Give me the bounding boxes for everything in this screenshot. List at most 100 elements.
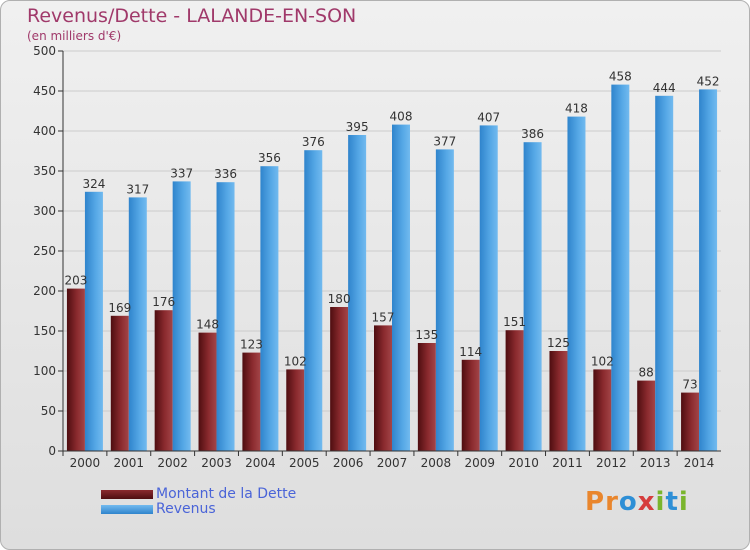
- x-tick-label-2004: 2004: [245, 456, 276, 470]
- data-label-revenus-2003: 336: [214, 167, 237, 181]
- data-label-revenus-2014: 452: [697, 74, 720, 88]
- bar-revenus-2012: [611, 84, 630, 451]
- bar-dette-2006: [330, 307, 349, 451]
- data-label-revenus-2006: 395: [346, 120, 369, 134]
- x-tick-label-2011: 2011: [552, 456, 583, 470]
- bar-dette-2001: [110, 315, 129, 451]
- bar-revenus-2008: [435, 149, 454, 451]
- legend-label-dette: Montant de la Dette: [156, 486, 297, 502]
- bar-dette-2014: [681, 392, 700, 451]
- data-label-dette-2012: 102: [591, 354, 614, 368]
- data-labels: 203 324 169 317 176 337 148 336 123 356 102 376 180 3…: [64, 70, 719, 392]
- bar-dette-2003: [198, 332, 217, 451]
- bar-dette-2005: [286, 369, 305, 451]
- y-tick-label-200: 200: [33, 284, 56, 298]
- legend-label-revenus: Revenus: [156, 501, 216, 517]
- data-label-dette-2002: 176: [152, 295, 175, 309]
- data-label-revenus-2004: 356: [258, 151, 281, 165]
- logo-letter-3: x: [637, 487, 656, 517]
- bar-revenus-2010: [523, 142, 542, 451]
- bar-dette-2000: [66, 288, 85, 451]
- bar-revenus-2014: [699, 89, 718, 452]
- bar-dette-2013: [637, 380, 656, 451]
- data-label-revenus-2005: 376: [302, 135, 325, 149]
- x-tick-label-2006: 2006: [333, 456, 364, 470]
- data-label-dette-2007: 157: [372, 310, 395, 324]
- data-label-revenus-2010: 386: [521, 127, 544, 141]
- data-label-dette-2001: 169: [108, 301, 131, 315]
- bar-revenus-2002: [172, 181, 191, 451]
- logo-letter-2: o: [618, 487, 638, 517]
- y-tick-label-50: 50: [41, 404, 56, 418]
- x-tick-label-2007: 2007: [377, 456, 408, 470]
- data-label-dette-2003: 148: [196, 318, 219, 332]
- y-tick-label-100: 100: [33, 364, 56, 378]
- data-label-dette-2004: 123: [240, 338, 263, 352]
- data-label-dette-2014: 73: [682, 378, 697, 392]
- y-tick-label-300: 300: [33, 204, 56, 218]
- x-tick-label-2000: 2000: [70, 456, 101, 470]
- logo-letter-4: i: [655, 487, 666, 517]
- x-tick-label-2008: 2008: [421, 456, 452, 470]
- y-tick-label-0: 0: [48, 444, 56, 458]
- x-tick-label-2010: 2010: [508, 456, 539, 470]
- y-axis-ticks: 0 50 100 150 200 250 300 350 400 450 500: [33, 44, 63, 458]
- bar-revenus-2005: [304, 150, 323, 451]
- x-tick-label-2014: 2014: [684, 456, 715, 470]
- y-tick-label-450: 450: [33, 84, 56, 98]
- bar-revenus-2013: [655, 95, 674, 452]
- y-tick-label-350: 350: [33, 164, 56, 178]
- bar-revenus-2003: [216, 182, 235, 451]
- y-tick-label-500: 500: [33, 44, 56, 58]
- y-tick-label-250: 250: [33, 244, 56, 258]
- x-axis-ticks: 2000 2001 2002 2003 2004 2005 2006 2007 2008 2009…: [62, 451, 715, 470]
- logo-letter-0: P: [585, 487, 606, 517]
- data-label-dette-2008: 135: [415, 328, 438, 342]
- data-label-revenus-2013: 444: [653, 81, 676, 95]
- data-label-revenus-2009: 407: [477, 110, 500, 124]
- data-label-dette-2005: 102: [284, 354, 307, 368]
- x-tick-label-2005: 2005: [289, 456, 320, 470]
- bar-dette-2009: [461, 359, 480, 451]
- x-tick-label-2009: 2009: [464, 456, 495, 470]
- x-tick-label-2013: 2013: [640, 456, 671, 470]
- bar-revenus-2004: [260, 166, 279, 451]
- data-label-revenus-2002: 337: [170, 166, 193, 180]
- logo-letter-1: r: [605, 487, 619, 517]
- bar-dette-2002: [154, 310, 173, 451]
- x-tick-label-2002: 2002: [157, 456, 188, 470]
- x-tick-label-2001: 2001: [114, 456, 145, 470]
- data-label-revenus-2001: 317: [126, 182, 149, 196]
- data-label-dette-2000: 203: [64, 274, 87, 288]
- data-label-revenus-2008: 377: [433, 134, 456, 148]
- bars: [66, 84, 718, 452]
- bar-dette-2008: [417, 343, 436, 451]
- bar-revenus-2007: [392, 124, 410, 451]
- bar-dette-2010: [505, 330, 524, 451]
- data-label-dette-2009: 114: [459, 345, 482, 359]
- data-label-dette-2006: 180: [328, 292, 351, 306]
- logo-letter-5: t: [665, 487, 679, 517]
- data-label-revenus-2011: 418: [565, 102, 588, 116]
- bar-revenus-2000: [84, 191, 103, 452]
- axes: [62, 51, 721, 452]
- x-tick-label-2012: 2012: [596, 456, 627, 470]
- legend-swatch-revenus: [101, 505, 153, 514]
- bar-dette-2012: [593, 369, 612, 451]
- y-tick-label-400: 400: [33, 124, 56, 138]
- logo-letter-6: i: [678, 487, 689, 517]
- chart-subtitle: (en milliers d'€): [27, 29, 122, 43]
- chart-title: Revenus/Dette - LALANDE-EN-SON: [27, 5, 357, 27]
- bar-revenus-2006: [348, 135, 367, 451]
- bar-dette-2007: [374, 325, 392, 451]
- bar-dette-2011: [549, 351, 568, 451]
- data-label-revenus-2012: 458: [609, 70, 632, 84]
- data-label-revenus-2007: 408: [390, 110, 413, 124]
- data-label-dette-2010: 151: [503, 315, 526, 329]
- bar-revenus-2011: [567, 116, 586, 451]
- bar-revenus-2009: [479, 125, 498, 452]
- y-tick-label-150: 150: [33, 324, 56, 338]
- data-label-dette-2011: 125: [547, 336, 570, 350]
